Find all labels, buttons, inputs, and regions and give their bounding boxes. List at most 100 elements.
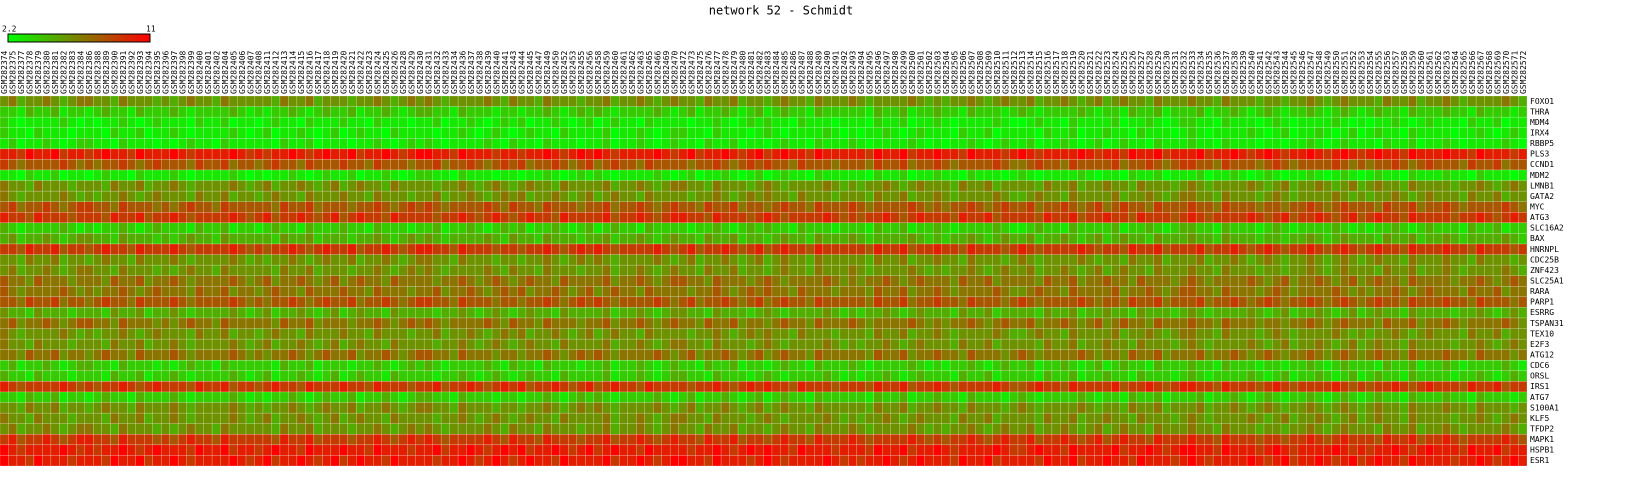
heatmap-cell xyxy=(1009,296,1019,308)
heatmap-cell xyxy=(1246,159,1256,171)
column-label: GSM282494 xyxy=(857,50,866,94)
heatmap-cell xyxy=(33,243,43,255)
heatmap-cell xyxy=(474,169,484,181)
heatmap-cell xyxy=(822,317,832,329)
heatmap-cell xyxy=(1153,138,1163,150)
heatmap-cell xyxy=(754,264,764,276)
heatmap-cell xyxy=(347,212,357,224)
heatmap-cell xyxy=(474,106,484,118)
heatmap-cell xyxy=(1323,138,1333,150)
heatmap-cell xyxy=(1263,286,1273,298)
heatmap-cell xyxy=(228,138,238,150)
heatmap-cell xyxy=(941,190,951,202)
heatmap-cell xyxy=(1289,328,1299,340)
heatmap-cell xyxy=(1399,317,1409,329)
heatmap-cell xyxy=(1340,212,1350,224)
heatmap-cell xyxy=(305,243,315,255)
heatmap-cell xyxy=(152,349,162,361)
heatmap-cell xyxy=(1297,116,1307,128)
heatmap-cell xyxy=(788,190,798,202)
column-label: GSM282541 xyxy=(1256,50,1265,94)
heatmap-cell xyxy=(67,296,77,308)
heatmap-cell xyxy=(907,349,917,361)
heatmap-cell xyxy=(127,317,136,329)
heatmap-cell xyxy=(381,243,391,255)
heatmap-cell xyxy=(33,286,43,298)
heatmap-cell xyxy=(839,222,849,234)
heatmap-cell xyxy=(160,275,170,287)
heatmap-cell xyxy=(1077,222,1087,234)
heatmap-cell xyxy=(949,169,959,181)
heatmap-cell xyxy=(0,286,9,298)
heatmap-cell xyxy=(1068,328,1078,340)
heatmap-cell xyxy=(177,360,187,372)
heatmap-cell xyxy=(474,159,484,171)
heatmap-cell xyxy=(907,338,917,350)
heatmap-cell xyxy=(491,190,501,202)
heatmap-cell xyxy=(33,307,43,319)
heatmap-cell xyxy=(1280,190,1290,202)
heatmap-cell xyxy=(551,95,561,107)
heatmap-cell xyxy=(330,254,340,266)
heatmap-cell xyxy=(245,360,255,372)
heatmap-cell xyxy=(763,328,773,340)
heatmap-cell xyxy=(0,169,9,181)
heatmap-cell xyxy=(983,222,993,234)
heatmap-cell xyxy=(59,212,69,224)
heatmap-cell xyxy=(1365,338,1375,350)
heatmap-cell xyxy=(313,201,323,213)
heatmap-cell xyxy=(805,349,815,361)
heatmap-cell xyxy=(1000,275,1010,287)
heatmap-cell xyxy=(1212,338,1222,350)
heatmap-cell xyxy=(0,201,9,213)
heatmap-cell xyxy=(127,116,136,128)
heatmap-cell xyxy=(797,328,807,340)
heatmap-cell xyxy=(975,169,985,181)
heatmap-cell xyxy=(466,159,476,171)
heatmap-cell xyxy=(449,212,459,224)
heatmap-cell xyxy=(1331,264,1341,276)
heatmap-cell xyxy=(1297,264,1307,276)
heatmap-cell xyxy=(101,264,111,276)
heatmap-cell xyxy=(593,370,603,382)
heatmap-cell xyxy=(1340,254,1350,266)
heatmap-cell xyxy=(653,138,662,150)
heatmap-cell xyxy=(1306,296,1316,308)
heatmap-cell xyxy=(457,286,467,298)
heatmap-cell xyxy=(1424,212,1434,224)
heatmap-cell xyxy=(1094,127,1104,139)
heatmap-cell xyxy=(262,233,272,245)
heatmap-cell xyxy=(135,138,145,150)
heatmap-cell xyxy=(237,95,247,107)
heatmap-cell xyxy=(916,360,925,372)
heatmap-cell xyxy=(194,338,204,350)
heatmap-cell xyxy=(534,264,544,276)
heatmap-cell xyxy=(1136,190,1146,202)
heatmap-cell xyxy=(771,360,781,372)
heatmap-cell xyxy=(1077,212,1087,224)
heatmap-cell xyxy=(1051,148,1061,160)
heatmap-cell xyxy=(474,264,484,276)
heatmap-cell xyxy=(822,127,832,139)
heatmap-cell xyxy=(1153,360,1163,372)
heatmap-cell xyxy=(67,254,77,266)
heatmap-cell xyxy=(610,360,620,372)
heatmap-cell xyxy=(1009,360,1019,372)
heatmap-cell xyxy=(1348,317,1358,329)
heatmap-cell xyxy=(1051,116,1061,128)
heatmap-cell xyxy=(1492,275,1502,287)
heatmap-cell xyxy=(1212,212,1222,224)
heatmap-cell xyxy=(271,296,281,308)
column-label: GSM282407 xyxy=(246,50,255,94)
heatmap-cell xyxy=(661,159,671,171)
heatmap-cell xyxy=(432,148,442,160)
heatmap-cell xyxy=(322,317,332,329)
heatmap-cell xyxy=(474,148,484,160)
heatmap-cell xyxy=(932,286,942,298)
heatmap-cell xyxy=(1374,138,1383,150)
heatmap-cell xyxy=(457,370,467,382)
heatmap-cell xyxy=(67,328,77,340)
heatmap-cell xyxy=(627,328,637,340)
heatmap-cell xyxy=(1348,254,1358,266)
heatmap-cell xyxy=(983,275,993,287)
